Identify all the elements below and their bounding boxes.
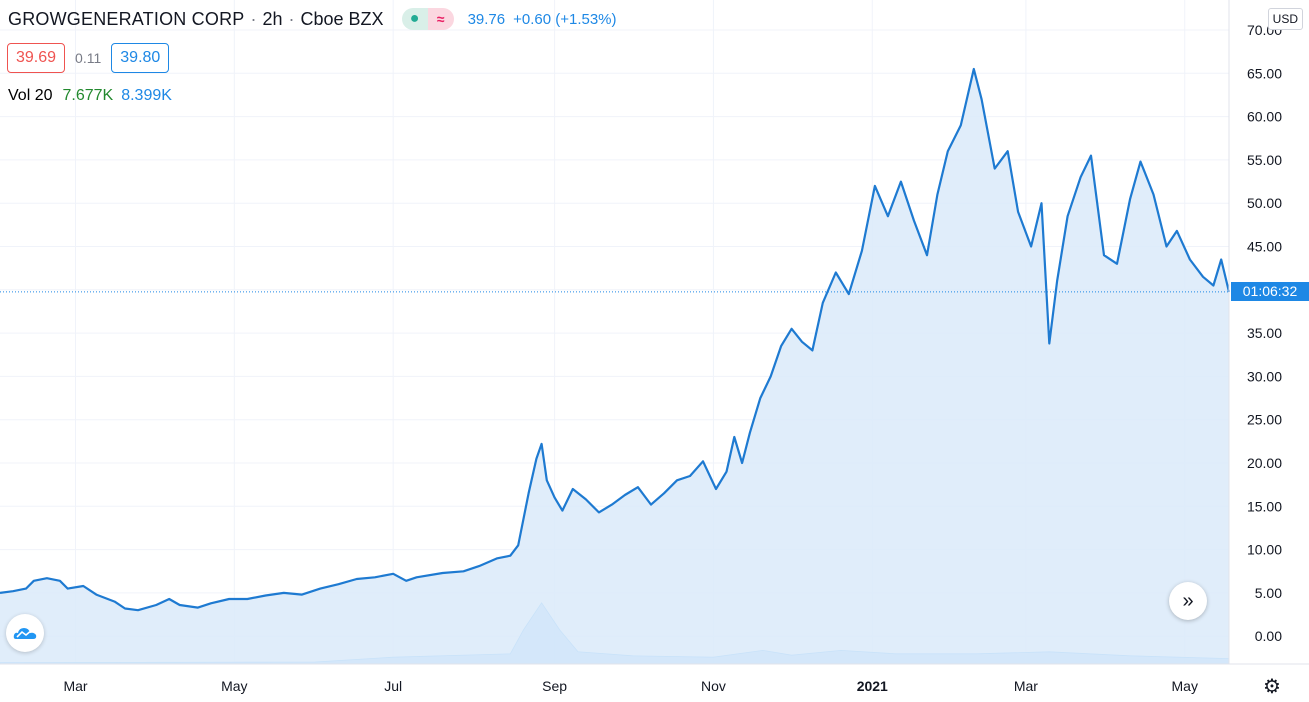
y-tick-label: 15.00: [1247, 498, 1282, 514]
gear-icon[interactable]: ⚙: [1263, 676, 1281, 698]
volume-legend: Vol 20 7.677K 8.399K: [8, 87, 172, 105]
volume-value: 7.677K: [62, 87, 114, 104]
y-tick-label: 10.00: [1247, 542, 1282, 558]
interval-label[interactable]: 2h: [262, 8, 283, 29]
bar-countdown-label: 01:06:32: [1231, 282, 1309, 301]
x-tick-label: Mar: [63, 678, 87, 694]
y-tick-label: 50.00: [1247, 195, 1282, 211]
market-status-pill[interactable]: ● ≈: [401, 8, 454, 30]
y-tick-label: 20.00: [1247, 455, 1282, 471]
tradingview-cloud-icon[interactable]: [6, 614, 44, 652]
y-tick-label: 0.00: [1255, 628, 1282, 644]
x-tick-label: May: [1172, 678, 1198, 694]
last-price: 39.76: [467, 10, 506, 28]
dot-icon: ●: [401, 8, 428, 30]
y-tick-label: 5.00: [1255, 585, 1282, 601]
x-tick-label: Nov: [701, 678, 726, 694]
y-tick-label: 65.00: [1247, 65, 1282, 81]
x-tick-label: 2021: [857, 678, 888, 694]
x-tick-label: Mar: [1014, 678, 1038, 694]
y-tick-label: 35.00: [1247, 325, 1282, 341]
price-series-line: [0, 67, 1231, 612]
price-axis[interactable]: 70.0065.0060.0055.0050.0045.0040.0035.00…: [1228, 0, 1282, 664]
time-axis[interactable]: Mar May Jul Sep Nov 2021 Mar May: [0, 663, 1309, 694]
separator-dot: ·: [288, 8, 295, 29]
exchange-label: Cboe BZX: [300, 8, 384, 29]
x-tick-label: Sep: [542, 678, 567, 694]
bid-price-button[interactable]: 39.69: [7, 43, 66, 73]
volume-ma-value: 8.399K: [121, 87, 172, 104]
symbol-name[interactable]: GROWGENERATION CORP: [8, 8, 245, 29]
bid-ask-row: 39.69 0.11 39.80: [7, 43, 170, 73]
double-chevron-right-icon[interactable]: »: [1169, 582, 1207, 620]
price-change: +0.60 (+1.53%): [513, 10, 617, 28]
x-tick-label: May: [221, 678, 247, 694]
y-tick-label: 45.00: [1247, 239, 1282, 255]
chart-legend-header: GROWGENERATION CORP · 2h · Cboe BZX ● ≈ …: [8, 8, 617, 30]
price-area-fill: [0, 69, 1229, 664]
currency-button[interactable]: USD: [1267, 8, 1303, 30]
spread-value: 0.11: [75, 50, 102, 66]
y-tick-label: 55.00: [1247, 152, 1282, 168]
y-tick-label: 25.00: [1247, 412, 1282, 428]
ask-price-button[interactable]: 39.80: [111, 43, 170, 73]
separator-dot: ·: [250, 8, 257, 29]
y-tick-label: 60.00: [1247, 109, 1282, 125]
y-tick-label: 30.00: [1247, 368, 1282, 384]
approx-icon: ≈: [427, 8, 454, 30]
x-tick-label: Jul: [384, 678, 402, 694]
volume-label[interactable]: Vol 20: [8, 87, 53, 104]
